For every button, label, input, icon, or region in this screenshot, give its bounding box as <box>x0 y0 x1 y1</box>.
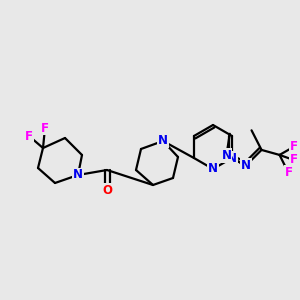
Text: F: F <box>25 130 33 142</box>
Text: N: N <box>73 169 83 182</box>
Text: O: O <box>102 184 112 196</box>
Text: N: N <box>73 169 83 182</box>
Text: F: F <box>41 122 49 134</box>
Text: O: O <box>102 184 112 196</box>
Text: N: N <box>227 152 237 164</box>
Text: N: N <box>208 163 218 176</box>
Text: F: F <box>290 140 298 153</box>
Text: N: N <box>221 149 231 162</box>
Text: N: N <box>241 159 251 172</box>
Text: F: F <box>290 153 298 167</box>
Text: N: N <box>158 134 168 148</box>
Text: F: F <box>284 167 292 179</box>
Text: N: N <box>221 149 231 162</box>
Text: N: N <box>208 163 218 176</box>
Text: F: F <box>290 140 298 153</box>
Text: N: N <box>241 159 251 172</box>
Text: F: F <box>41 122 49 134</box>
Text: N: N <box>158 134 168 148</box>
Text: N: N <box>227 152 237 164</box>
Text: F: F <box>290 153 298 167</box>
Text: F: F <box>25 130 33 142</box>
Text: F: F <box>284 167 292 179</box>
